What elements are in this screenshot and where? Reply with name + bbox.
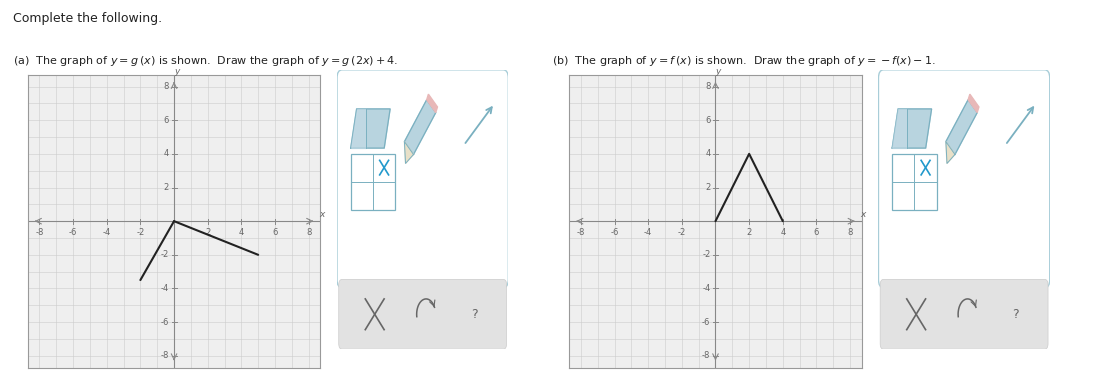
Text: 6: 6: [705, 116, 711, 125]
Text: 2: 2: [164, 183, 169, 192]
Text: 6: 6: [813, 228, 819, 237]
Text: 2: 2: [747, 228, 751, 237]
Text: 8: 8: [705, 82, 711, 91]
Text: -6: -6: [610, 228, 619, 237]
Text: -2: -2: [702, 250, 711, 259]
Text: $x$: $x$: [318, 210, 326, 220]
Text: 6: 6: [164, 116, 169, 125]
Text: 4: 4: [705, 149, 711, 158]
Text: -2: -2: [677, 228, 686, 237]
Text: ?: ?: [1012, 308, 1019, 321]
Text: 4: 4: [164, 149, 169, 158]
Text: -2: -2: [136, 228, 145, 237]
FancyBboxPatch shape: [337, 70, 508, 288]
Text: -4: -4: [644, 228, 652, 237]
Text: ?: ?: [471, 308, 477, 321]
Text: $x$: $x$: [860, 210, 867, 220]
Text: 8: 8: [848, 228, 853, 237]
Text: 4: 4: [780, 228, 786, 237]
Text: $y$: $y$: [715, 67, 723, 78]
Polygon shape: [427, 94, 438, 113]
Polygon shape: [404, 142, 413, 163]
Polygon shape: [892, 109, 907, 148]
Text: Complete the following.: Complete the following.: [13, 12, 162, 25]
Text: 2: 2: [705, 183, 711, 192]
Text: -6: -6: [69, 228, 77, 237]
Polygon shape: [946, 100, 977, 154]
Text: 8: 8: [164, 82, 169, 91]
Polygon shape: [350, 109, 366, 148]
Polygon shape: [968, 94, 979, 113]
Polygon shape: [404, 100, 435, 154]
FancyBboxPatch shape: [878, 70, 1050, 288]
Polygon shape: [946, 142, 955, 163]
Text: 8: 8: [306, 228, 312, 237]
Text: (b)  The graph of $y = f\,(x)$ is shown.  Draw the graph of $y = -f(x) - 1$.: (b) The graph of $y = f\,(x)$ is shown. …: [552, 54, 936, 68]
Text: 2: 2: [206, 228, 210, 237]
Text: 4: 4: [239, 228, 244, 237]
Text: -4: -4: [702, 284, 711, 293]
FancyBboxPatch shape: [881, 279, 1048, 349]
Polygon shape: [350, 109, 390, 148]
FancyBboxPatch shape: [350, 154, 396, 210]
Text: -6: -6: [160, 318, 169, 327]
Text: -6: -6: [702, 318, 711, 327]
Text: -2: -2: [160, 250, 169, 259]
Text: (a)  The graph of $y = g\,(x)$ is shown.  Draw the graph of $y = g\,(2x) + 4$.: (a) The graph of $y = g\,(x)$ is shown. …: [13, 54, 399, 68]
Text: $y$: $y$: [173, 67, 181, 78]
Text: -8: -8: [35, 228, 43, 237]
Text: -8: -8: [160, 351, 169, 360]
FancyBboxPatch shape: [892, 154, 937, 210]
FancyBboxPatch shape: [339, 279, 506, 349]
Text: -8: -8: [702, 351, 711, 360]
Text: -8: -8: [577, 228, 585, 237]
Text: -4: -4: [160, 284, 169, 293]
Polygon shape: [892, 109, 932, 148]
Text: -4: -4: [103, 228, 110, 237]
Text: 6: 6: [272, 228, 277, 237]
